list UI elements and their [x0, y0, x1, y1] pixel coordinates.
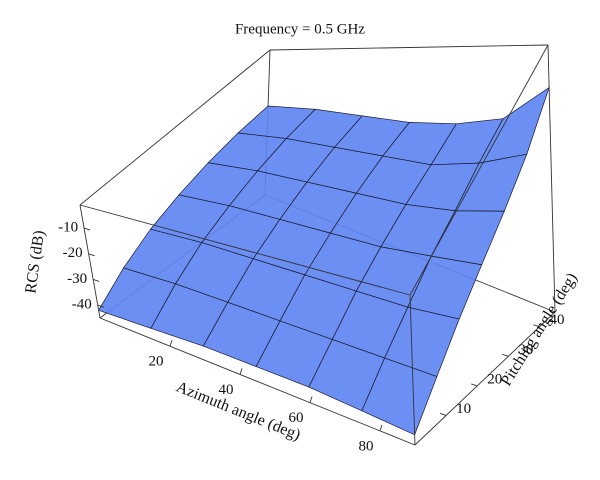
x-tick [379, 424, 383, 432]
z-tick [83, 227, 91, 231]
box-edge [547, 44, 556, 313]
box-edge [79, 204, 411, 296]
z-tick-label: -10 [58, 220, 78, 236]
z-tick-label: -20 [63, 245, 83, 261]
surface-patch [361, 357, 438, 436]
y-tick-label: 30 [518, 342, 533, 358]
x-tick-label: 20 [149, 354, 164, 370]
y-tick-label: 40 [549, 312, 564, 328]
box-edge [269, 44, 549, 51]
z-tick [93, 279, 100, 282]
box-edge [409, 44, 549, 296]
box-edge [99, 317, 416, 446]
x-tick-label: 80 [359, 438, 374, 454]
x-tick [309, 396, 313, 403]
y-tick-label: 20 [487, 371, 502, 387]
z-tick [88, 253, 95, 257]
x-tick [169, 340, 173, 347]
box-edge [79, 49, 271, 206]
y-tick-label: 10 [456, 401, 471, 417]
x-tick-label: 60 [289, 410, 304, 426]
x-tick-label: 40 [219, 382, 234, 398]
box-edge [414, 311, 556, 446]
chart-title: Frequency = 0.5 GHz [235, 21, 365, 37]
x-tick [239, 368, 243, 375]
x-axis-label: Azimuth angle (deg) [174, 379, 303, 444]
box-edge [409, 294, 416, 446]
y-tick [439, 413, 447, 416]
z-tick-label: -40 [72, 297, 92, 313]
y-tick [533, 324, 540, 328]
y-tick [502, 353, 509, 357]
z-tick [97, 304, 104, 308]
box-edge [79, 204, 101, 319]
y-axis-label: Pitching angle (deg) [498, 270, 581, 389]
z-tick-label: -30 [67, 271, 87, 287]
y-tick [471, 383, 478, 387]
z-axis-label: RCS (dB) [22, 229, 48, 294]
